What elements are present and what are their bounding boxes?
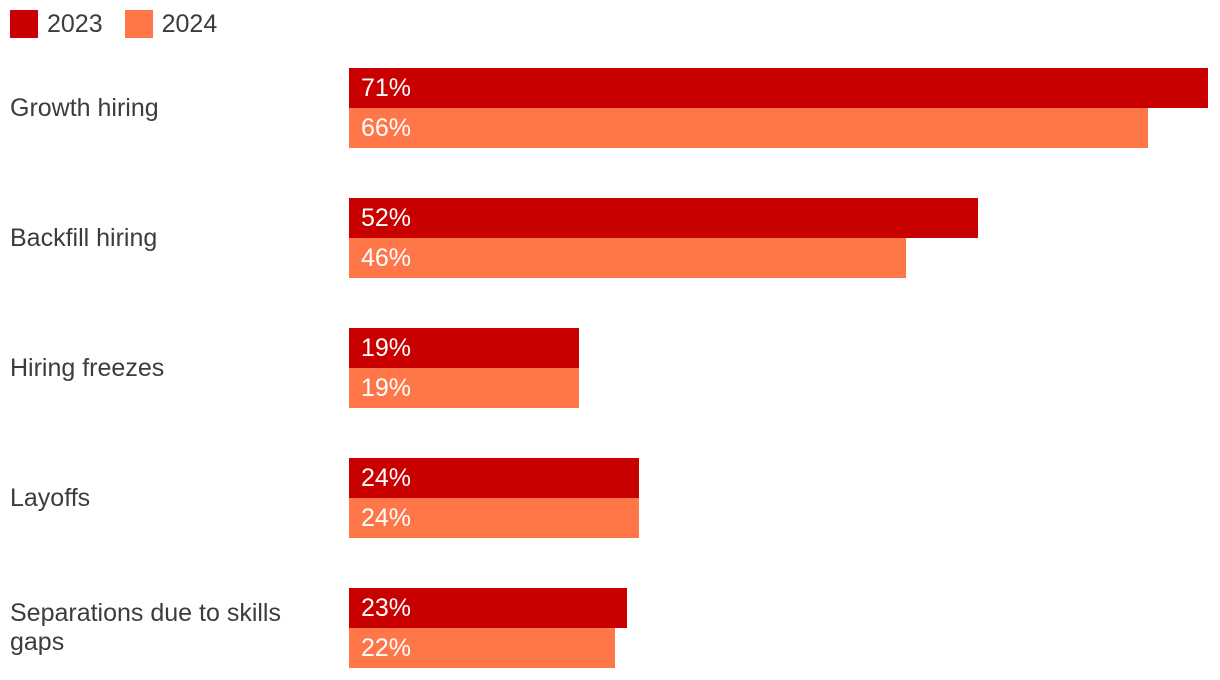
bar-value-label: 22% [361,633,412,662]
category-label: Separations due to skills gaps [10,599,281,656]
bar-value-label: 71% [361,73,412,102]
bar-value-label: 19% [361,373,412,402]
bar-group-growth-hiring: Growth hiring 71% 66% [0,68,1220,148]
bar-value-label: 24% [361,463,412,492]
bar-groups: Growth hiring 71% 66% Backfill hiring 52… [0,68,1220,680]
bar-value-label: 46% [361,243,412,272]
category-label: Backfill hiring [10,223,158,252]
bar-pair: 24% 24% [349,458,639,538]
bar-2023: 19% [349,328,579,368]
bar-2024: 19% [349,368,579,408]
legend-item-2023: 2023 [10,10,103,38]
bar-group-separations-skills-gaps: Separations due to skills gaps 23% 22% [0,588,1220,668]
bar-value-label: 23% [361,593,412,622]
category-label: Layoffs [10,483,91,512]
category-label: Growth hiring [10,93,159,122]
bar-2024: 46% [349,238,906,278]
bar-2023: 71% [349,68,1208,108]
bar-2024: 22% [349,628,615,668]
bar-pair: 52% 46% [349,198,978,278]
legend-swatch-2023-icon [10,10,38,38]
bar-pair: 71% 66% [349,68,1208,148]
bar-2023: 52% [349,198,978,238]
bar-group-layoffs: Layoffs 24% 24% [0,458,1220,538]
bar-value-label: 66% [361,113,412,142]
bar-value-label: 24% [361,503,412,532]
legend-item-2024: 2024 [124,10,218,38]
legend-label-2023: 2023 [47,10,103,38]
bar-2024: 66% [349,108,1148,148]
bar-value-label: 52% [361,203,412,232]
legend-swatch-2024-icon [124,10,153,38]
bar-2023: 24% [349,458,639,498]
bar-value-label: 19% [361,333,412,362]
bar-group-backfill-hiring: Backfill hiring 52% 46% [0,198,1220,278]
bar-2023: 23% [349,588,627,628]
bar-pair: 23% 22% [349,588,627,668]
category-label: Hiring freezes [10,353,165,382]
legend: 2023 2024 [10,10,217,38]
bar-group-hiring-freezes: Hiring freezes 19% 19% [0,328,1220,408]
bar-2024: 24% [349,498,639,538]
legend-label-2024: 2024 [161,10,218,38]
bar-pair: 19% 19% [349,328,579,408]
